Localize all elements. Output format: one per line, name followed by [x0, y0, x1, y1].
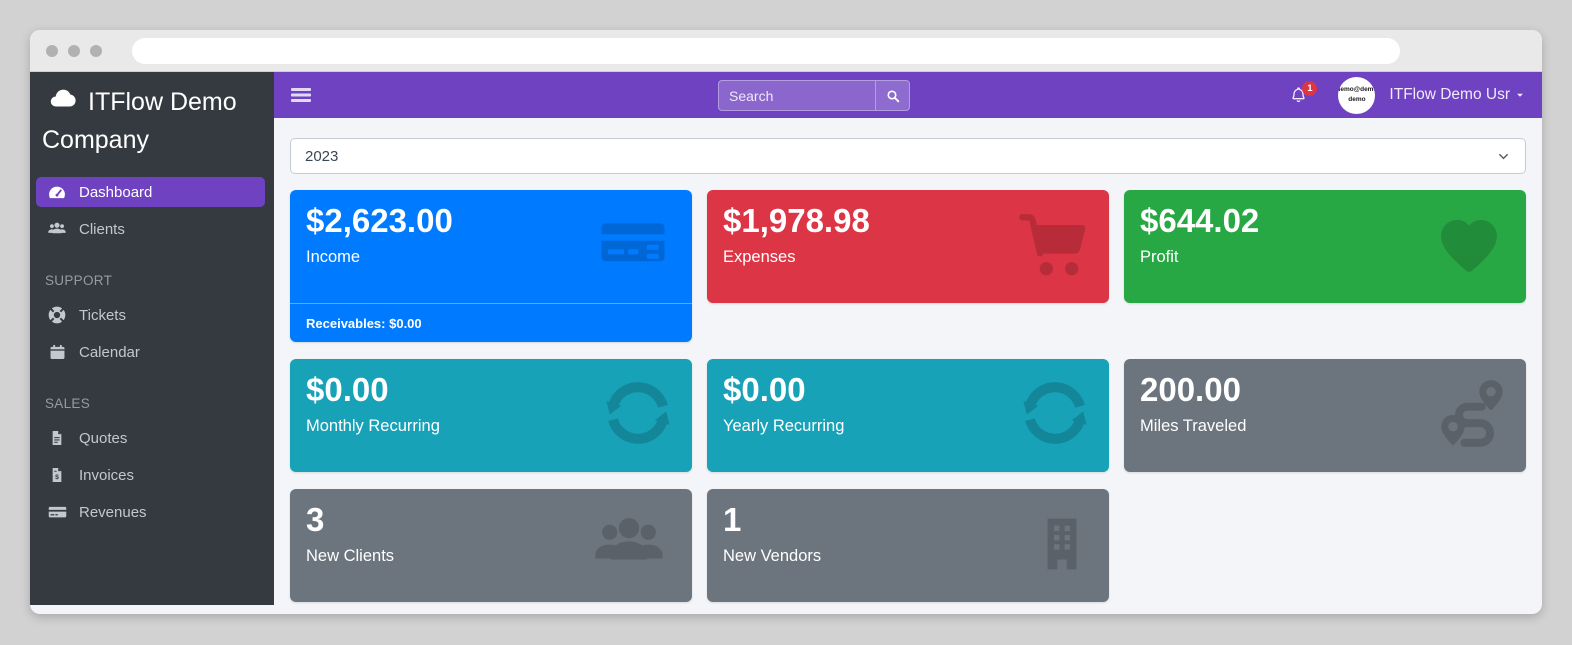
year-select[interactable]: 2023 [290, 138, 1526, 174]
monthly-recurring-card: $0.00 Monthly Recurring [290, 359, 692, 472]
sidebar-item-quotes[interactable]: Quotes [36, 423, 265, 453]
new-vendors-card: 1 New Vendors [707, 489, 1109, 602]
cloud-icon [50, 89, 76, 107]
user-menu[interactable]: ITFlow Demo Usr [1389, 86, 1526, 104]
miles-traveled-value: 200.00 [1140, 371, 1241, 408]
expenses-label: Expenses [723, 247, 796, 266]
sidebar-item-label: Tickets [79, 306, 126, 324]
sidebar-item-label: Dashboard [79, 183, 153, 201]
miles-traveled-label: Miles Traveled [1140, 416, 1247, 435]
income-value: $2,623.00 [306, 202, 453, 239]
building-icon [1031, 505, 1093, 583]
credit-card-icon [45, 501, 69, 523]
chevron-down-icon [1499, 153, 1508, 159]
profit-label: Profit [1140, 247, 1179, 266]
sidebar-nav: Dashboard Clients SUPPORT Tickets Calend… [30, 165, 274, 534]
income-footer: Receivables: $0.00 [290, 303, 692, 342]
sidebar-item-label: Revenues [79, 503, 147, 521]
income-card: $2,623.00 Income Receivables: $0.00 [290, 190, 692, 342]
profit-value: $644.02 [1140, 202, 1260, 239]
svg-text:$: $ [55, 474, 59, 481]
new-vendors-label: New Vendors [723, 546, 822, 565]
year-select-value: 2023 [305, 147, 339, 165]
notification-badge: 1 [1302, 81, 1318, 96]
sidebar-item-dashboard[interactable]: Dashboard [36, 177, 265, 207]
search-button[interactable] [875, 80, 910, 111]
caret-down-icon [1517, 93, 1523, 97]
search-form [718, 80, 910, 111]
yearly-recurring-card: $0.00 Yearly Recurring [707, 359, 1109, 472]
sidebar-item-revenues[interactable]: Revenues [36, 497, 265, 527]
miles-traveled-card: 200.00 Miles Traveled [1124, 359, 1526, 472]
sync-icon [600, 375, 676, 451]
sidebar-item-label: Invoices [79, 466, 135, 484]
brand-link[interactable]: ITFlow Demo Company [30, 72, 274, 165]
credit-card-icon [590, 206, 676, 278]
new-clients-label: New Clients [306, 546, 395, 565]
avatar[interactable]: demo@demo demo [1338, 76, 1376, 114]
brand-label: ITFlow Demo Company [42, 88, 237, 154]
shopping-cart-icon [1013, 206, 1093, 286]
route-icon [1434, 375, 1510, 451]
yearly-recurring-value: $0.00 [723, 371, 806, 408]
sync-icon [1017, 375, 1093, 451]
window-control-dot[interactable] [68, 44, 80, 57]
new-vendors-value: 1 [723, 501, 742, 538]
sidebar-item-label: Clients [79, 220, 125, 238]
new-clients-value: 3 [306, 501, 325, 538]
expenses-value: $1,978.98 [723, 202, 870, 239]
users-icon [582, 505, 676, 581]
sidebar: ITFlow Demo Company Dashboard Clients SU… [30, 72, 274, 605]
heart-icon [1428, 206, 1510, 282]
income-label: Income [306, 247, 361, 266]
menu-toggle-button[interactable] [291, 87, 311, 103]
window-control-dot[interactable] [90, 44, 102, 57]
browser-chrome [30, 30, 1542, 72]
sidebar-item-calendar[interactable]: Calendar [36, 337, 265, 367]
monthly-recurring-label: Monthly Recurring [306, 416, 440, 435]
sidebar-item-label: Quotes [79, 429, 128, 447]
calendar-icon [45, 341, 69, 363]
new-clients-card: 3 New Clients [290, 489, 692, 602]
gauge-icon [45, 181, 69, 203]
sidebar-item-clients[interactable]: Clients [36, 214, 265, 244]
sidebar-item-label: Calendar [79, 343, 140, 361]
monthly-recurring-value: $0.00 [306, 371, 389, 408]
search-input[interactable] [718, 80, 875, 111]
address-bar[interactable] [132, 37, 1400, 64]
users-icon [45, 218, 69, 240]
top-navbar: 1 demo@demo demo ITFlow Demo Usr [274, 72, 1542, 118]
search-icon [886, 89, 899, 102]
yearly-recurring-label: Yearly Recurring [723, 416, 845, 435]
browser-window: ITFlow Demo Company Dashboard Clients SU… [30, 30, 1542, 614]
notifications-button[interactable]: 1 [1289, 81, 1318, 105]
window-controls [46, 44, 102, 57]
user-name-label: ITFlow Demo Usr [1389, 86, 1510, 103]
sidebar-item-invoices[interactable]: $ Invoices [36, 460, 265, 490]
file-invoice-dollar-icon: $ [45, 464, 69, 486]
life-ring-icon [45, 304, 69, 326]
window-control-dot[interactable] [46, 44, 58, 57]
stat-card-grid: $2,623.00 Income Receivables: $0.00 $1,9… [290, 190, 1526, 602]
dashboard-content: 2023 $2,623.00 Income Receivables: $0.00 [274, 118, 1542, 605]
sidebar-item-tickets[interactable]: Tickets [36, 300, 265, 330]
sidebar-section-support: SUPPORT [45, 273, 113, 288]
sidebar-section-sales: SALES [45, 396, 91, 411]
expenses-card: $1,978.98 Expenses [707, 190, 1109, 303]
profit-card: $644.02 Profit [1124, 190, 1526, 303]
file-lines-icon [45, 427, 69, 449]
